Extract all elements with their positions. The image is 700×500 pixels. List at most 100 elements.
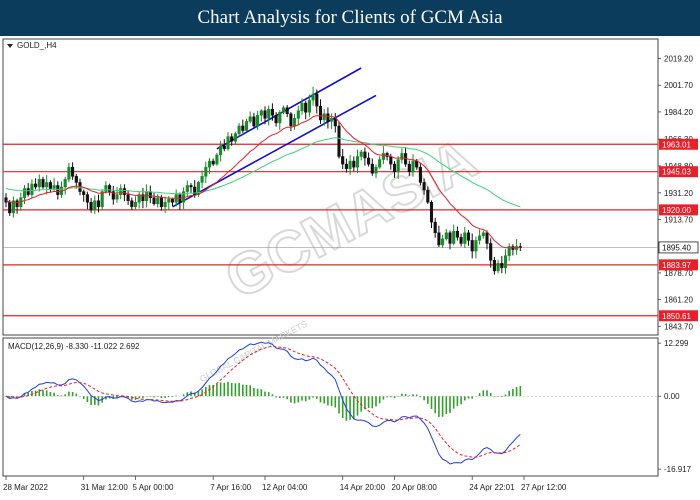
macd-histogram-bar [423, 396, 425, 401]
candle [267, 105, 271, 126]
macd-histogram-bar [430, 396, 433, 410]
time-tick-label: 31 Mar 12:00 [81, 483, 129, 492]
macd-histogram-bar [349, 396, 351, 420]
macd-histogram-bar [153, 396, 155, 398]
candle [407, 160, 411, 176]
time-tick-label: 5 Apr 00:00 [133, 483, 174, 492]
macd-histogram-bar [301, 396, 303, 401]
candle [126, 190, 130, 205]
candle [466, 229, 471, 246]
macd-histogram-bar [382, 396, 385, 400]
candle [71, 162, 75, 180]
candle [163, 196, 167, 213]
candle [392, 161, 397, 178]
macd-histogram-bar [168, 396, 170, 398]
macd-histogram-bar [264, 391, 266, 397]
candle [489, 238, 493, 268]
level-price-label: 1963.01 [662, 140, 691, 149]
macd-histogram-bar [282, 396, 285, 398]
candle [96, 194, 101, 213]
candle [226, 132, 230, 151]
macd-histogram-bar [223, 382, 226, 397]
candle [459, 233, 463, 247]
time-tick-label: 7 Apr 16:00 [210, 483, 251, 492]
macd-histogram-bar [401, 393, 403, 397]
candle [355, 149, 360, 174]
macd-histogram-bar [304, 396, 307, 402]
candle [492, 257, 496, 275]
candle [278, 110, 282, 130]
candle [230, 133, 234, 146]
macd-histogram-bar [293, 396, 296, 404]
level-price-label: 1850.61 [662, 312, 691, 321]
macd-histogram-bar [390, 396, 392, 398]
macd-histogram-bar [131, 396, 133, 400]
macd-histogram-bar [249, 385, 251, 397]
macd-histogram-bar [404, 393, 407, 397]
candle [378, 156, 382, 169]
candle [418, 162, 422, 186]
level-price-box [659, 204, 698, 216]
price-tick-label: 1984.20 [664, 108, 693, 117]
macd-histogram-bar [260, 389, 263, 397]
time-tick-label: 12 Apr 04:00 [262, 483, 308, 492]
time-tick-label: 20 Apr 08:00 [392, 483, 438, 492]
candle [481, 230, 485, 239]
candle [137, 191, 141, 209]
macd-histogram-bar [245, 384, 248, 397]
chart-area: GCMASIA GLOBAL CAPITAL MARKETS 2019.2020… [2, 38, 699, 492]
macd-histogram-bar [227, 381, 229, 397]
candle [244, 118, 249, 133]
candle [307, 94, 311, 117]
candle [241, 119, 245, 133]
level-price-box [659, 138, 698, 150]
macd-histogram-bar [364, 396, 366, 410]
macd-histogram-bar [82, 396, 85, 400]
candle [152, 192, 156, 206]
macd-histogram-bar [412, 394, 414, 397]
macd-histogram-bar [493, 396, 496, 397]
candle [252, 112, 256, 129]
current-price-box [658, 241, 699, 254]
macd-histogram-bar [515, 387, 518, 397]
candle [463, 226, 467, 248]
macd-histogram-bar [297, 396, 300, 403]
macd-histogram-bar [319, 396, 322, 403]
macd-histogram-bar [164, 396, 166, 398]
candle [311, 86, 315, 106]
candle [370, 158, 374, 176]
price-tick-label: 1878.70 [664, 269, 693, 278]
macd-histogram-bar [160, 396, 163, 399]
candle [348, 154, 352, 175]
level-price-box [659, 166, 698, 178]
macd-histogram-bar [45, 390, 48, 397]
candle [200, 170, 204, 189]
level-price-box [659, 259, 698, 271]
macd-histogram-bar [90, 396, 92, 405]
level-price-box [659, 310, 698, 322]
candle [470, 233, 474, 259]
candle [89, 197, 93, 213]
candle [104, 181, 108, 194]
macd-histogram-bar [94, 396, 96, 405]
macd-histogram-bar [8, 396, 11, 399]
macd-histogram-bar [186, 392, 189, 397]
macd-histogram-bar [31, 390, 33, 397]
candle [300, 98, 304, 115]
candle [281, 105, 286, 115]
candle [337, 121, 341, 159]
candle [219, 141, 223, 162]
candle [296, 105, 300, 126]
candle [41, 176, 45, 189]
macd-histogram-bar [353, 396, 355, 420]
candle [48, 180, 52, 193]
macd-histogram-bar [438, 396, 440, 417]
macd-histogram-bar [501, 396, 503, 397]
macd-histogram-bar [175, 395, 177, 397]
macd-histogram-bar [367, 396, 370, 409]
candle [485, 230, 489, 250]
macd-histogram-bar [256, 388, 259, 397]
candle [304, 100, 308, 120]
macd-histogram-bar [467, 396, 470, 399]
candle [444, 228, 448, 241]
